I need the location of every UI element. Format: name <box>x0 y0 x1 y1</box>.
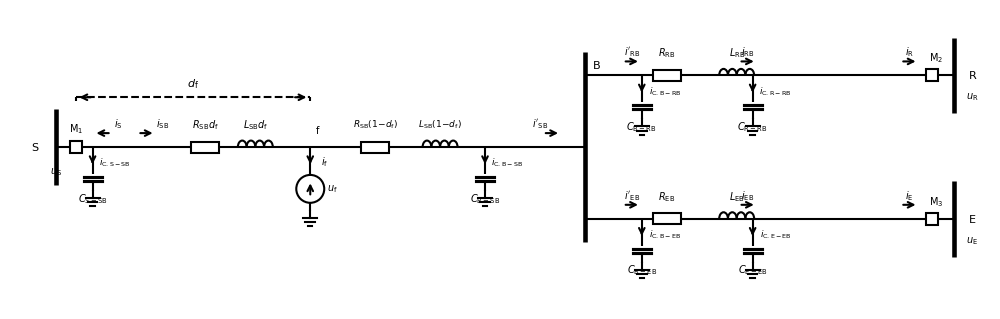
Text: $i_\mathrm{f}$: $i_\mathrm{f}$ <box>321 155 328 169</box>
Text: $i_\mathrm{C.E-EB}$: $i_\mathrm{C.E-EB}$ <box>760 228 791 241</box>
Text: $\mathrm{B}$: $\mathrm{B}$ <box>592 59 601 71</box>
Text: $\mathrm{f}$: $\mathrm{f}$ <box>315 124 321 136</box>
Text: $R_\mathrm{SB}d_\mathrm{f}$: $R_\mathrm{SB}d_\mathrm{f}$ <box>192 118 219 132</box>
Text: $i_\mathrm{C.B-SB}$: $i_\mathrm{C.B-SB}$ <box>491 157 523 169</box>
Text: $L_\mathrm{EB}$: $L_\mathrm{EB}$ <box>729 190 745 204</box>
Text: $C_\mathrm{E-EB}$: $C_\mathrm{E-EB}$ <box>738 263 768 278</box>
Text: $i'_\mathrm{RB}$: $i'_\mathrm{RB}$ <box>624 46 640 59</box>
Text: $R_\mathrm{RB}$: $R_\mathrm{RB}$ <box>658 47 676 60</box>
Text: $u_\mathrm{f}$: $u_\mathrm{f}$ <box>327 183 338 195</box>
Text: $i'_\mathrm{SB}$: $i'_\mathrm{SB}$ <box>532 117 548 131</box>
Text: $i_\mathrm{E}$: $i_\mathrm{E}$ <box>905 189 914 203</box>
Text: $R_\mathrm{SB}(1\!-\!d_\mathrm{f})$: $R_\mathrm{SB}(1\!-\!d_\mathrm{f})$ <box>353 119 398 131</box>
Text: $i_\mathrm{SB}$: $i_\mathrm{SB}$ <box>156 117 169 131</box>
Text: $i_\mathrm{RB}$: $i_\mathrm{RB}$ <box>741 46 754 59</box>
Text: $i'_\mathrm{EB}$: $i'_\mathrm{EB}$ <box>624 189 640 203</box>
Bar <box>653 70 681 81</box>
Text: $\mathrm{E}$: $\mathrm{E}$ <box>968 213 976 225</box>
Text: $C_\mathrm{B-SB}$: $C_\mathrm{B-SB}$ <box>470 192 500 206</box>
Bar <box>70 141 82 153</box>
Bar <box>191 142 219 152</box>
Text: $\mathrm{M}_1$: $\mathrm{M}_1$ <box>69 122 83 136</box>
Text: $C_\mathrm{S-SB}$: $C_\mathrm{S-SB}$ <box>78 192 108 206</box>
Text: $C_\mathrm{R-RB}$: $C_\mathrm{R-RB}$ <box>737 120 768 134</box>
Text: $i_\mathrm{C.B-RB}$: $i_\mathrm{C.B-RB}$ <box>649 85 681 98</box>
Text: $i_\mathrm{EB}$: $i_\mathrm{EB}$ <box>741 189 754 203</box>
Text: $i_\mathrm{C.B-EB}$: $i_\mathrm{C.B-EB}$ <box>649 228 681 241</box>
Text: $i_\mathrm{R}$: $i_\mathrm{R}$ <box>905 46 914 59</box>
Text: $\mathrm{M}_3$: $\mathrm{M}_3$ <box>929 195 944 209</box>
Bar <box>926 213 938 225</box>
Text: $\mathrm{M}_2$: $\mathrm{M}_2$ <box>929 52 943 65</box>
Text: $\mathrm{S}$: $\mathrm{S}$ <box>31 141 40 153</box>
Bar <box>926 70 938 81</box>
Text: $i_\mathrm{C.S-SB}$: $i_\mathrm{C.S-SB}$ <box>99 157 130 169</box>
Text: $L_\mathrm{SB}d_\mathrm{f}$: $L_\mathrm{SB}d_\mathrm{f}$ <box>243 118 268 132</box>
Text: $d_\mathrm{f}$: $d_\mathrm{f}$ <box>187 78 199 91</box>
Text: $u_\mathrm{S}$: $u_\mathrm{S}$ <box>50 166 62 178</box>
Bar <box>653 213 681 224</box>
Text: $i_\mathrm{S}$: $i_\mathrm{S}$ <box>114 117 123 131</box>
Text: $i_\mathrm{C.R-RB}$: $i_\mathrm{C.R-RB}$ <box>759 85 792 98</box>
Text: $u_\mathrm{R}$: $u_\mathrm{R}$ <box>966 91 979 103</box>
Text: $C_\mathrm{B-RB}$: $C_\mathrm{B-RB}$ <box>626 120 657 134</box>
Bar <box>361 142 389 152</box>
Text: $L_\mathrm{SB}(1\!-\!d_\mathrm{f})$: $L_\mathrm{SB}(1\!-\!d_\mathrm{f})$ <box>418 119 462 131</box>
Text: $u_\mathrm{E}$: $u_\mathrm{E}$ <box>966 235 978 247</box>
Text: $L_\mathrm{RB}$: $L_\mathrm{RB}$ <box>729 47 745 60</box>
Text: $R_\mathrm{EB}$: $R_\mathrm{EB}$ <box>658 190 675 204</box>
Text: $C_\mathrm{B-EB}$: $C_\mathrm{B-EB}$ <box>627 263 657 278</box>
Text: $\mathrm{R}$: $\mathrm{R}$ <box>968 69 977 81</box>
